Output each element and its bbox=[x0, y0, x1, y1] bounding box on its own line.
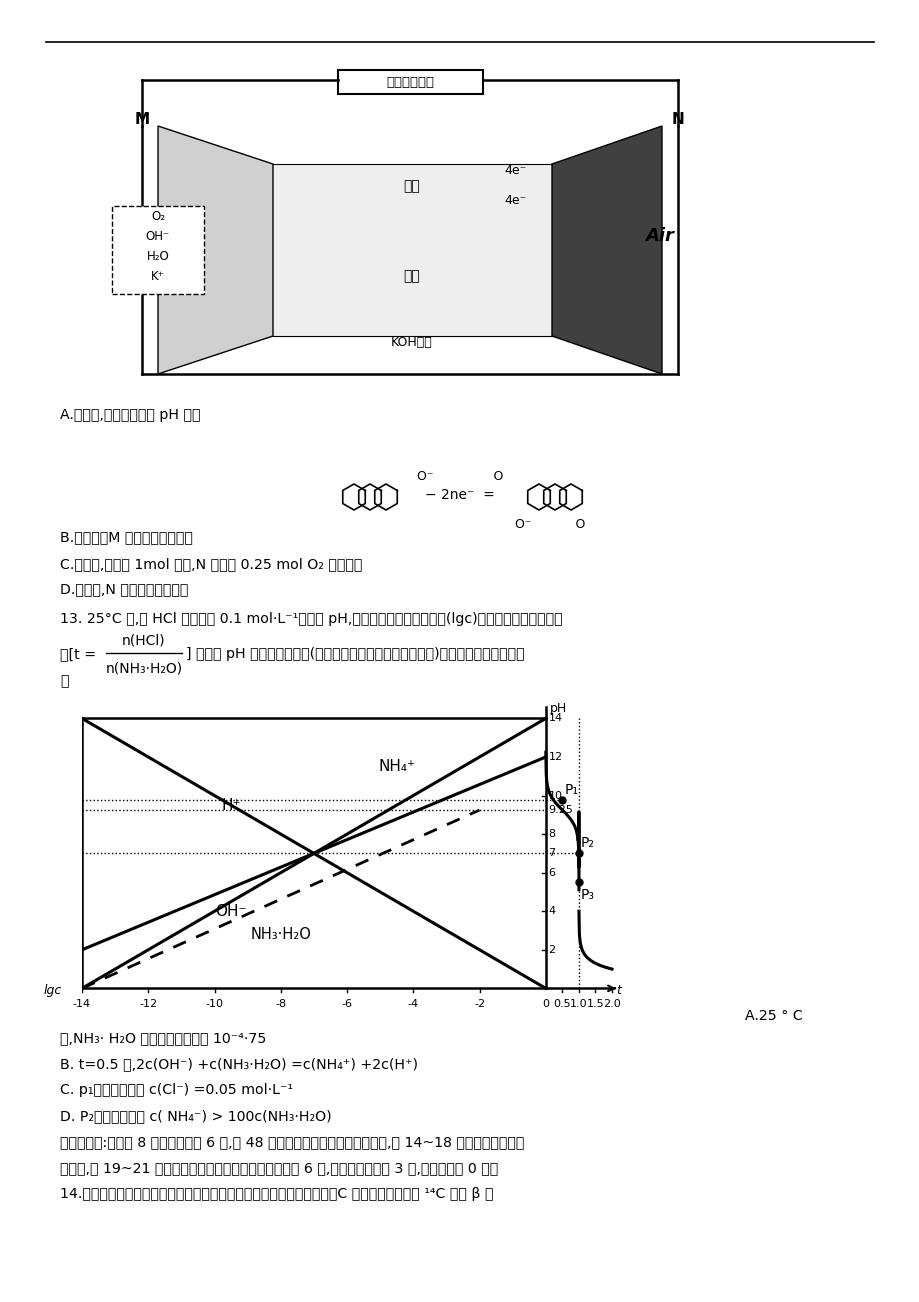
Text: C.充电时,每转移 1mol 电子,N 极上有 0.25 mol O₂ 参与反应: C.充电时,每转移 1mol 电子,N 极上有 0.25 mol O₂ 参与反应 bbox=[60, 557, 362, 572]
Text: 目要求,第 19~21 题有多项符合题目要求。全部选对的得 6 分,选对但不全的得 3 分,有选错的得 0 分。: 目要求,第 19~21 题有多项符合题目要求。全部选对的得 6 分,选对但不全的… bbox=[60, 1161, 498, 1174]
Text: P₃: P₃ bbox=[580, 888, 594, 902]
Bar bbox=[273, 164, 551, 336]
Text: O⁻               O: O⁻ O bbox=[416, 470, 503, 483]
Text: N: N bbox=[671, 112, 684, 128]
Text: -2: -2 bbox=[473, 999, 484, 1009]
Text: 2.0: 2.0 bbox=[603, 999, 620, 1009]
Text: H⁺: H⁺ bbox=[221, 798, 241, 812]
Text: 12: 12 bbox=[548, 753, 562, 762]
Text: 14.考古学中测定生物死亡年代、医院检测人体内的幽门螺杆菌都是利用C 放射性原理。已知 ¹⁴C 发生 β 衰: 14.考古学中测定生物死亡年代、医院检测人体内的幽门螺杆菌都是利用C 放射性原理… bbox=[60, 1187, 493, 1200]
Text: OH⁻: OH⁻ bbox=[215, 904, 246, 919]
Text: A.放电时,电解质溶液的 pH 增大: A.放电时,电解质溶液的 pH 增大 bbox=[60, 408, 200, 422]
Text: -12: -12 bbox=[139, 999, 157, 1009]
Polygon shape bbox=[158, 126, 273, 374]
Text: 10: 10 bbox=[548, 790, 562, 801]
Text: NH₃·H₂O: NH₃·H₂O bbox=[250, 927, 311, 941]
Text: B.放电时，M 极的电极反应式为: B.放电时，M 极的电极反应式为 bbox=[60, 530, 193, 544]
Text: P₁: P₁ bbox=[563, 784, 578, 798]
Text: 1.5: 1.5 bbox=[586, 999, 604, 1009]
Text: D.充电时,N 极与电源正极相连: D.充电时,N 极与电源正极相连 bbox=[60, 582, 188, 596]
Bar bbox=[337, 70, 482, 94]
Text: t: t bbox=[616, 984, 620, 997]
Text: 二、选择题:本题共 8 小题，每小题 6 分,共 48 分。在每小题给出的四个选项中,第 14~18 题只有一项符合题: 二、选择题:本题共 8 小题，每小题 6 分,共 48 分。在每小题给出的四个选… bbox=[60, 1135, 524, 1148]
Text: − 2ne⁻  =: − 2ne⁻ = bbox=[425, 488, 494, 503]
Text: 8: 8 bbox=[548, 829, 555, 838]
Text: 14: 14 bbox=[548, 713, 562, 724]
Text: ] 与溶液 pH 的关系如图所示(忽略通入气体对溶液体积的影响)。下列有关说法错误的: ] 与溶液 pH 的关系如图所示(忽略通入气体对溶液体积的影响)。下列有关说法错… bbox=[186, 647, 524, 661]
Text: B. t=0.5 时,2c(OH⁻) +c(NH₃·H₂O) =c(NH₄⁺) +2c(H⁺): B. t=0.5 时,2c(OH⁻) +c(NH₃·H₂O) =c(NH₄⁺) … bbox=[60, 1057, 417, 1072]
Bar bbox=[112, 206, 204, 294]
Text: 时,NH₃· H₂O 的电离平衡常数为 10⁻⁴⋅75: 时,NH₃· H₂O 的电离平衡常数为 10⁻⁴⋅75 bbox=[60, 1031, 267, 1046]
Text: 放电: 放电 bbox=[403, 178, 420, 193]
Text: 1.0: 1.0 bbox=[570, 999, 587, 1009]
Text: 0: 0 bbox=[541, 999, 549, 1009]
Text: 0.5: 0.5 bbox=[553, 999, 571, 1009]
Text: 4e⁻: 4e⁻ bbox=[505, 164, 527, 177]
Text: 6: 6 bbox=[548, 867, 555, 878]
Text: 比[t =: 比[t = bbox=[60, 647, 96, 661]
Text: D. P₂点所示溶液中 c( NH₄⁻) > 100c(NH₃·H₂O): D. P₂点所示溶液中 c( NH₄⁻) > 100c(NH₃·H₂O) bbox=[60, 1109, 331, 1124]
Text: -14: -14 bbox=[73, 999, 91, 1009]
Text: O⁻           O: O⁻ O bbox=[515, 518, 584, 531]
Text: 用电器或电源: 用电器或电源 bbox=[386, 76, 434, 89]
Text: C. p₁点所示溶液中 c(Cl⁻) =0.05 mol·L⁻¹: C. p₁点所示溶液中 c(Cl⁻) =0.05 mol·L⁻¹ bbox=[60, 1083, 292, 1098]
Text: n(HCl): n(HCl) bbox=[122, 634, 165, 648]
Text: -4: -4 bbox=[407, 999, 418, 1009]
Text: A.25 ° C: A.25 ° C bbox=[744, 1009, 802, 1023]
Text: NH₄⁺: NH₄⁺ bbox=[378, 759, 414, 775]
Text: O₂: O₂ bbox=[151, 211, 165, 224]
Text: 充电: 充电 bbox=[403, 270, 420, 283]
Text: n(NH₃·H₂O): n(NH₃·H₂O) bbox=[106, 661, 182, 676]
Text: 4e⁻: 4e⁻ bbox=[505, 194, 527, 207]
Polygon shape bbox=[551, 126, 662, 374]
Text: KOH溶液: KOH溶液 bbox=[391, 336, 433, 349]
Text: H₂O: H₂O bbox=[146, 250, 169, 263]
Text: -8: -8 bbox=[275, 999, 286, 1009]
Text: OH⁻: OH⁻ bbox=[146, 230, 170, 243]
Text: 是: 是 bbox=[60, 674, 68, 687]
Text: 13. 25°C 时,用 HCl 气体调节 0.1 mol·L⁻¹氨水的 pH,体系中粒子浓度的对数值(lgc)、反应物的物质的量之: 13. 25°C 时,用 HCl 气体调节 0.1 mol·L⁻¹氨水的 pH,… bbox=[60, 612, 562, 626]
Text: K⁺: K⁺ bbox=[151, 271, 165, 284]
Text: P₂: P₂ bbox=[580, 836, 594, 849]
Text: -6: -6 bbox=[341, 999, 352, 1009]
Text: M: M bbox=[134, 112, 150, 128]
Text: 2: 2 bbox=[548, 945, 555, 954]
Text: 9.25: 9.25 bbox=[548, 805, 573, 815]
Text: -10: -10 bbox=[205, 999, 223, 1009]
Text: Air: Air bbox=[645, 227, 674, 245]
Text: pH: pH bbox=[550, 702, 566, 715]
Text: lgc: lgc bbox=[44, 984, 62, 997]
Text: 7: 7 bbox=[548, 849, 555, 858]
Text: 4: 4 bbox=[548, 906, 555, 917]
